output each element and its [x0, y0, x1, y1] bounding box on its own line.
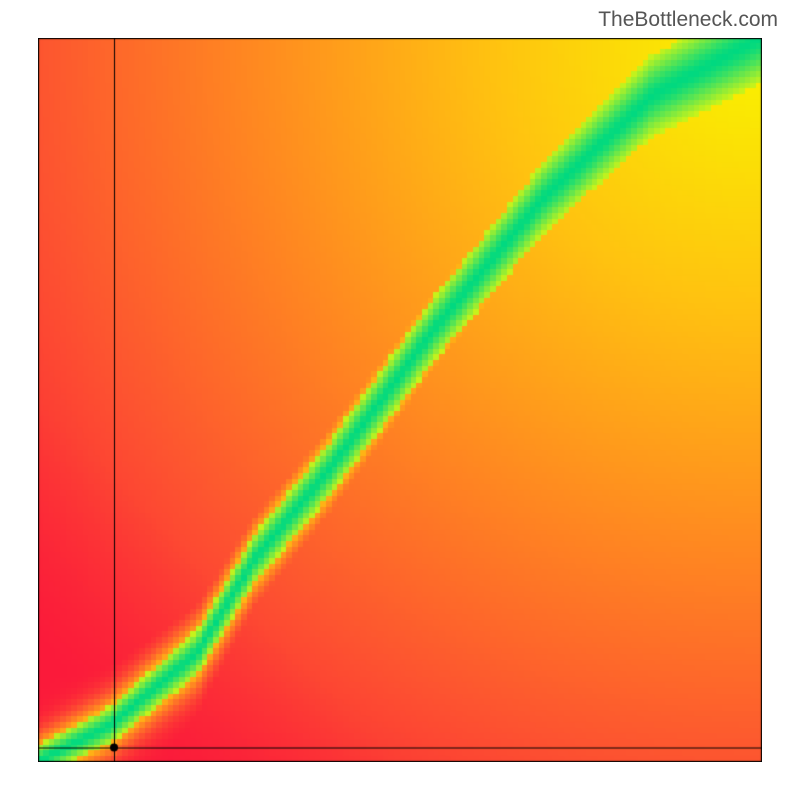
attribution-label: TheBottleneck.com [598, 8, 778, 32]
chart-container: TheBottleneck.com [0, 0, 800, 800]
heatmap-canvas [38, 38, 762, 762]
plot-area [38, 38, 762, 762]
